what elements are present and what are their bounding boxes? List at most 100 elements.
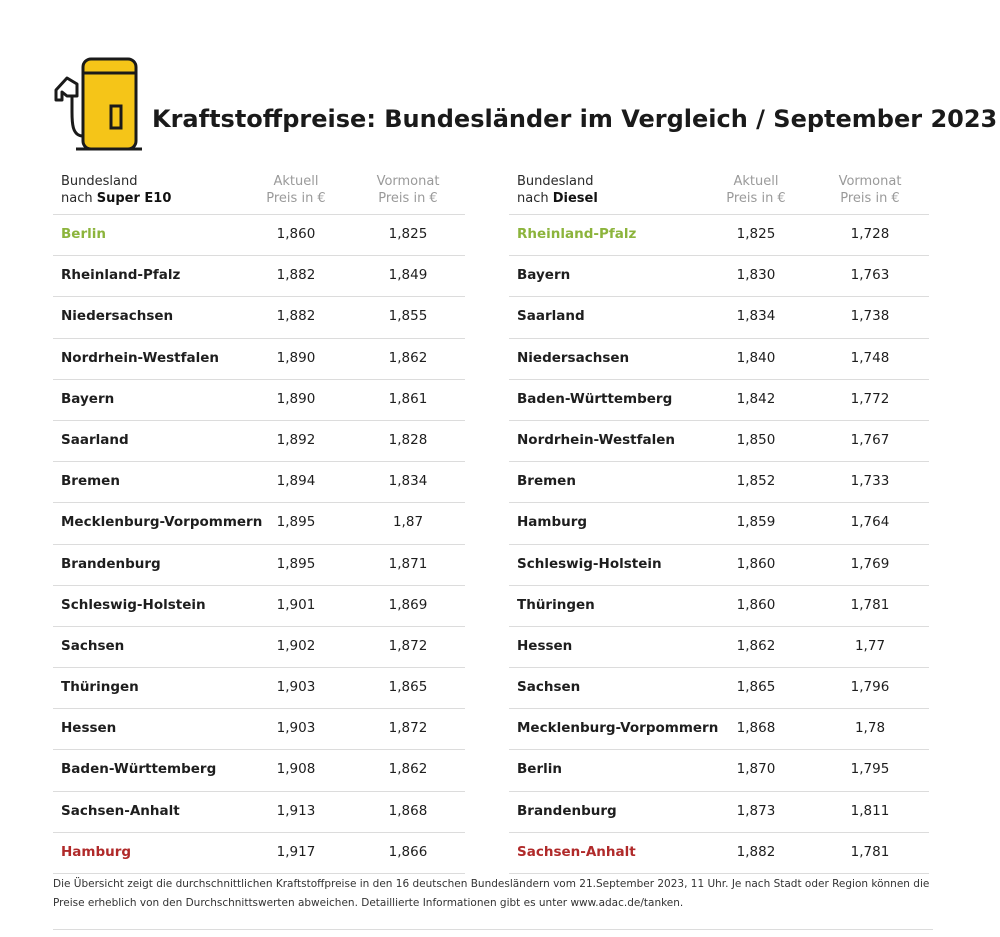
current-price: 1,890 <box>276 390 316 407</box>
previous-price: 1,728 <box>850 226 890 242</box>
current-price: 1,913 <box>276 802 316 819</box>
state-name: Nordrhein-Westfalen <box>61 349 219 366</box>
table-row: Sachsen 1,865 1,796 <box>509 668 929 710</box>
table-row: Nordrhein-Westfalen 1,890 1,862 <box>53 339 465 380</box>
state-name: Berlin <box>61 226 106 242</box>
table-row: Hessen 1,903 1,872 <box>53 709 465 751</box>
column-header-state: Bundesland nach Diesel <box>517 174 598 206</box>
current-price: 1,903 <box>276 720 316 737</box>
previous-price: 1,825 <box>388 226 428 242</box>
table-row: Mecklenburg-Vorpommern 1,895 1,87 <box>53 503 465 545</box>
state-name: Bremen <box>61 473 120 490</box>
state-name: Schleswig-Holstein <box>517 555 662 572</box>
table-row: Rheinland-Pfalz 1,825 1,728 <box>509 215 929 257</box>
previous-price: 1,871 <box>388 555 428 572</box>
table-row: Thüringen 1,903 1,865 <box>53 668 465 710</box>
table-header: Bundesland nach Super E10 Aktuell Preis i… <box>53 168 465 215</box>
table-row: Nordrhein-Westfalen 1,850 1,767 <box>509 421 929 463</box>
table-row: Saarland 1,892 1,828 <box>53 421 465 463</box>
current-price: 1,825 <box>736 226 776 242</box>
table-row: Baden-Württemberg 1,842 1,772 <box>509 380 929 421</box>
state-name: Sachsen-Anhalt <box>517 843 636 860</box>
current-price: 1,882 <box>736 843 776 860</box>
current-price: 1,830 <box>736 267 776 284</box>
state-name: Saarland <box>517 308 585 325</box>
state-name: Niedersachsen <box>517 349 630 366</box>
current-price: 1,917 <box>276 843 316 860</box>
current-price: 1,873 <box>736 802 776 819</box>
table-row: Niedersachsen 1,840 1,748 <box>509 339 929 380</box>
table-row: Sachsen-Anhalt 1,913 1,868 <box>53 792 465 833</box>
table-row: Sachsen 1,902 1,872 <box>53 627 465 669</box>
current-price: 1,882 <box>276 267 316 284</box>
previous-price: 1,796 <box>850 679 890 696</box>
previous-price: 1,764 <box>850 514 890 531</box>
divider <box>53 929 933 930</box>
current-price: 1,870 <box>736 761 776 778</box>
state-name: Thüringen <box>517 596 595 613</box>
current-price: 1,908 <box>276 761 316 778</box>
current-price: 1,882 <box>276 308 316 325</box>
previous-price: 1,733 <box>850 473 890 490</box>
previous-price: 1,772 <box>850 390 890 407</box>
table-row: Bayern 1,830 1,763 <box>509 256 929 298</box>
current-price: 1,868 <box>736 720 776 737</box>
table-row: Brandenburg 1,873 1,811 <box>509 792 929 833</box>
state-name: Mecklenburg-Vorpommern <box>517 720 719 737</box>
column-header-current: Aktuell Preis in € <box>726 174 786 206</box>
state-name: Thüringen <box>61 679 139 696</box>
state-name: Baden-Württemberg <box>61 761 217 778</box>
current-price: 1,902 <box>276 637 316 654</box>
table-body: Rheinland-Pfalz 1,825 1,728 Bayern 1,830 1,76… <box>509 215 929 874</box>
column-header-previous: Vormonat Preis in € <box>838 174 902 206</box>
state-name: Bremen <box>517 473 576 490</box>
previous-price: 1,872 <box>388 720 428 737</box>
footnote: Die Übersicht zeigt die durchschnittlich… <box>53 878 930 909</box>
column-header-state: Bundesland nach Super E10 <box>61 174 172 206</box>
table-row: Bayern 1,890 1,861 <box>53 380 465 421</box>
previous-price: 1,767 <box>850 431 890 448</box>
previous-price: 1,866 <box>388 843 428 860</box>
previous-price: 1,748 <box>850 349 890 366</box>
state-name: Schleswig-Holstein <box>61 596 206 613</box>
table-row: Berlin 1,870 1,795 <box>509 750 929 792</box>
previous-price: 1,78 <box>854 720 886 737</box>
previous-price: 1,828 <box>388 431 428 448</box>
state-name: Baden-Württemberg <box>517 390 673 407</box>
current-price: 1,895 <box>276 555 316 572</box>
previous-price: 1,868 <box>388 802 428 819</box>
state-name: Saarland <box>61 431 129 448</box>
current-price: 1,862 <box>736 637 776 654</box>
current-price: 1,890 <box>276 349 316 366</box>
table-row: Niedersachsen 1,882 1,855 <box>53 297 465 339</box>
previous-price: 1,869 <box>388 596 428 613</box>
current-price: 1,903 <box>276 679 316 696</box>
previous-price: 1,872 <box>388 637 428 654</box>
table-row: Hamburg 1,917 1,866 <box>53 833 465 874</box>
super-e10-table: Bundesland nach Super E10 Aktuell Preis i… <box>53 168 465 874</box>
current-price: 1,892 <box>276 431 316 448</box>
state-name: Nordrhein-Westfalen <box>517 431 675 448</box>
state-name: Hessen <box>61 720 117 737</box>
state-name: Sachsen-Anhalt <box>61 802 180 819</box>
table-row: Hessen 1,862 1,77 <box>509 627 929 669</box>
table-row: Thüringen 1,860 1,781 <box>509 586 929 627</box>
current-price: 1,860 <box>276 226 316 242</box>
table-row: Mecklenburg-Vorpommern 1,868 1,78 <box>509 709 929 751</box>
state-name: Rheinland-Pfalz <box>517 226 637 242</box>
current-price: 1,840 <box>736 349 776 366</box>
table-row: Schleswig-Holstein 1,860 1,769 <box>509 545 929 586</box>
table-row: Hamburg 1,859 1,764 <box>509 503 929 545</box>
previous-price: 1,795 <box>850 761 890 778</box>
fuel-pump-icon <box>54 57 142 151</box>
current-price: 1,850 <box>736 431 776 448</box>
previous-price: 1,738 <box>850 308 890 325</box>
table-row: Rheinland-Pfalz 1,882 1,849 <box>53 256 465 298</box>
current-price: 1,865 <box>736 679 776 696</box>
state-name: Mecklenburg-Vorpommern <box>61 514 263 531</box>
state-name: Sachsen <box>61 637 125 654</box>
state-name: Rheinland-Pfalz <box>61 267 181 284</box>
state-name: Bayern <box>517 267 571 284</box>
current-price: 1,894 <box>276 473 316 490</box>
state-name: Niedersachsen <box>61 308 174 325</box>
